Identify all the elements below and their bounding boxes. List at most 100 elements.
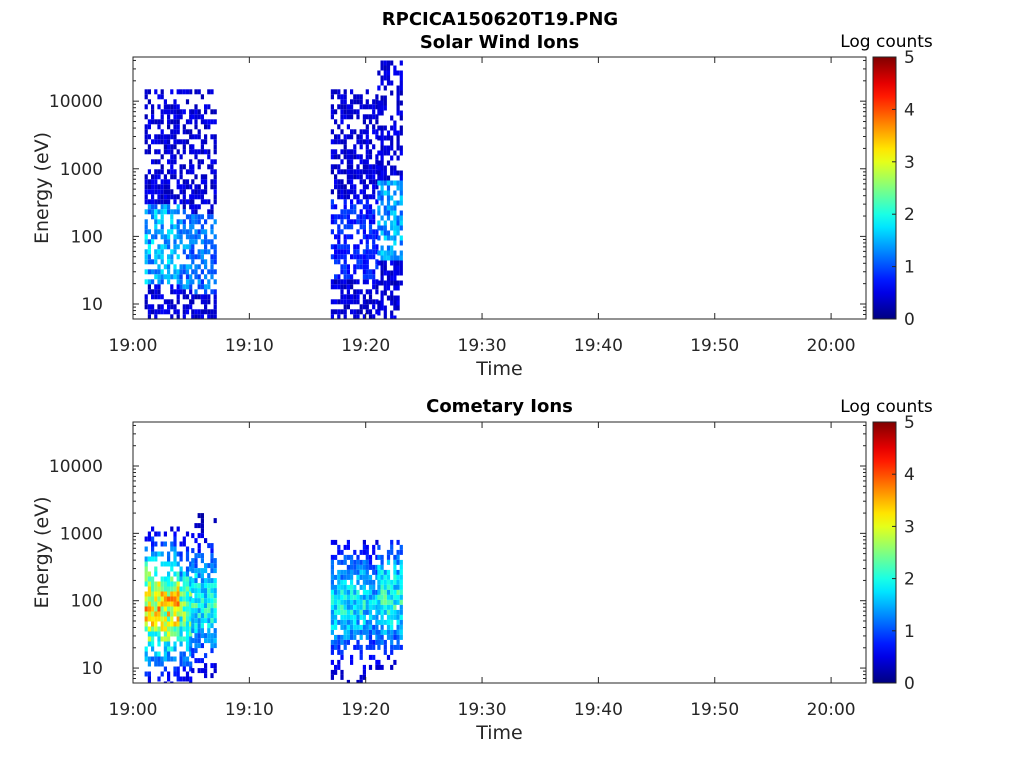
heatmap-cell (176, 626, 180, 632)
heatmap-cell (362, 194, 366, 200)
heatmap-cell (182, 139, 186, 145)
heatmap-cell (365, 554, 369, 560)
heatmap-cell (194, 234, 198, 240)
heatmap-cell (207, 104, 211, 110)
heatmap-cell (189, 586, 193, 592)
heatmap-cell (353, 149, 357, 155)
heatmap-cell (170, 254, 174, 260)
heatmap-cell (182, 249, 186, 255)
x-tick-label: 19:10 (225, 336, 274, 356)
heatmap-cell (213, 259, 217, 265)
heatmap-cell (330, 154, 334, 160)
heatmap-cell (182, 124, 186, 130)
heatmap-cell (176, 586, 180, 592)
heatmap-cell (377, 175, 381, 181)
heatmap-cell (386, 185, 391, 191)
heatmap-cell (359, 219, 363, 225)
heatmap-cell (368, 249, 373, 255)
heatmap-cell (362, 189, 366, 195)
heatmap-cell (337, 649, 341, 655)
heatmap-cell (207, 239, 211, 245)
heatmap-cell (144, 601, 148, 607)
y-tick-label: 10000 (49, 92, 103, 112)
heatmap-cell (191, 214, 195, 220)
heatmap-cell (160, 309, 164, 315)
heatmap-cell (383, 629, 387, 635)
heatmap-cell (377, 594, 381, 600)
heatmap-cell (362, 229, 366, 235)
heatmap-cell (365, 149, 369, 155)
heatmap-cell (179, 566, 183, 572)
heatmap-cell (154, 626, 158, 632)
heatmap-cell (160, 169, 164, 175)
heatmap-cell (380, 629, 384, 635)
heatmap-cell (365, 299, 369, 305)
heatmap-cell (390, 170, 394, 176)
heatmap-cell (375, 554, 379, 560)
heatmap-cell (200, 643, 204, 649)
heatmap-cell (151, 551, 155, 557)
heatmap-cell (365, 159, 369, 165)
heatmap-cell (390, 210, 394, 216)
heatmap-cell (396, 594, 400, 600)
heatmap-cell (200, 94, 204, 100)
heatmap-cell (189, 199, 193, 205)
heatmap-cell (170, 626, 174, 632)
heatmap-cell (359, 674, 363, 680)
heatmap-cell (163, 586, 167, 592)
heatmap-cell (157, 651, 161, 657)
heatmap-cell (147, 641, 151, 647)
heatmap-cell (362, 564, 366, 570)
heatmap-cell (173, 671, 177, 677)
heatmap-cell (377, 574, 381, 580)
heatmap-cell (194, 623, 198, 629)
heatmap-cell (210, 204, 214, 210)
heatmap-cell (368, 214, 373, 220)
heatmap-cell (179, 219, 183, 225)
heatmap-cell (396, 634, 400, 640)
heatmap-cell (380, 230, 384, 236)
heatmap-cell (390, 275, 394, 281)
heatmap-cell (337, 254, 341, 260)
heatmap-cell (375, 104, 379, 110)
heatmap-cell (163, 299, 167, 305)
heatmap-cell (179, 164, 183, 170)
heatmap-cell (163, 681, 167, 683)
x-tick-label: 19:40 (574, 700, 623, 720)
heatmap-cell (330, 139, 334, 145)
y-minor-ticks (133, 59, 866, 320)
heatmap-cell (147, 676, 151, 682)
heatmap-cell (200, 588, 204, 594)
heatmap-cell (350, 179, 354, 185)
heatmap-cell (350, 219, 354, 225)
heatmap-cell (365, 574, 369, 580)
heatmap-cell (353, 644, 357, 650)
heatmap-cell (343, 209, 347, 215)
heatmap-cell (144, 576, 148, 582)
heatmap-cell (399, 614, 403, 620)
heatmap-cell (176, 269, 180, 275)
heatmap-cell (154, 159, 158, 165)
heatmap-cell (362, 279, 366, 285)
heatmap-cell (207, 249, 211, 255)
heatmap-cell (386, 160, 391, 166)
heatmap-cell (330, 89, 334, 95)
heatmap-cell (334, 219, 338, 225)
heatmap-cell (343, 579, 347, 585)
heatmap-cell (343, 644, 347, 650)
heatmap-cell (393, 300, 397, 306)
heatmap-cell (179, 234, 183, 240)
heatmap-cell (200, 314, 204, 319)
heatmap-cell (386, 70, 391, 76)
heatmap-cell (185, 576, 190, 582)
heatmap-cell (386, 205, 391, 211)
heatmap-cell (147, 556, 151, 562)
heatmap-cell (154, 314, 158, 319)
heatmap-cell (368, 164, 373, 170)
heatmap-cell (176, 581, 180, 587)
heatmap-cell (353, 209, 357, 215)
heatmap-cell (359, 679, 363, 683)
heatmap-cell (210, 583, 214, 589)
heatmap-cell (191, 299, 195, 305)
heatmap-cell (147, 681, 151, 683)
